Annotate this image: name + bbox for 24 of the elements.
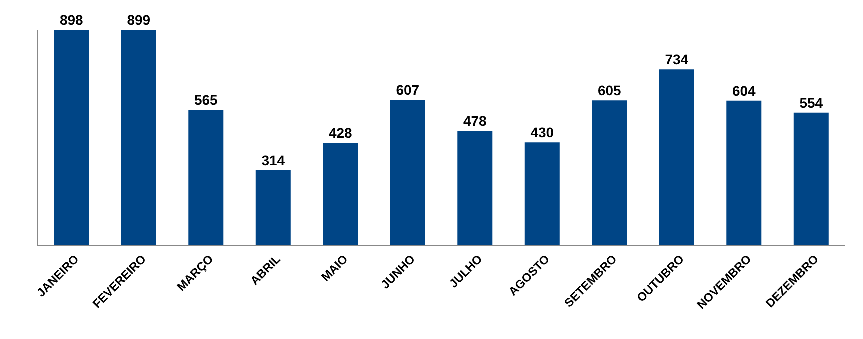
data-label: 478 (463, 113, 488, 130)
data-label: 428 (328, 125, 353, 142)
bar (726, 100, 762, 246)
data-label: 314 (262, 152, 286, 169)
data-label: 898 (60, 12, 84, 28)
bar (794, 112, 829, 246)
bar (54, 30, 90, 246)
bar (188, 110, 224, 246)
bar (659, 70, 694, 246)
data-label: 565 (194, 92, 218, 108)
data-label: 607 (396, 82, 420, 98)
data-label: 605 (598, 82, 622, 99)
bar (121, 30, 156, 246)
bar (256, 170, 291, 246)
bar (323, 143, 358, 246)
data-label: 604 (732, 82, 756, 99)
data-label: 430 (530, 124, 554, 141)
data-label: 899 (127, 12, 151, 28)
bar (524, 142, 560, 246)
data-label: 554 (800, 94, 824, 111)
bar (592, 100, 628, 246)
data-label: 734 (665, 52, 689, 68)
bar (458, 131, 493, 246)
bar (390, 100, 426, 246)
